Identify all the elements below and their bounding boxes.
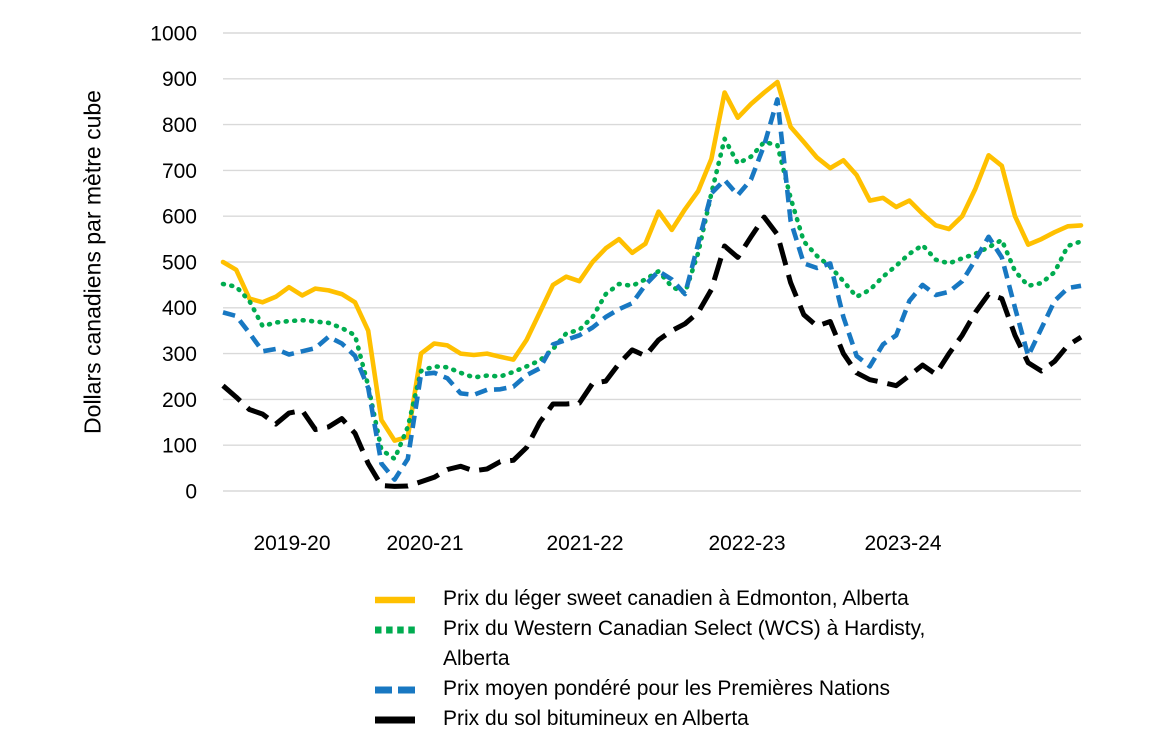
y-tick-label: 400 bbox=[162, 297, 197, 320]
x-tick-label: 2019-20 bbox=[253, 532, 330, 555]
x-tick-label: 2020-21 bbox=[386, 532, 463, 555]
y-tick-label: 0 bbox=[185, 480, 197, 503]
y-tick-label: 100 bbox=[162, 435, 197, 458]
x-tick-label: 2021-22 bbox=[546, 532, 623, 555]
legend-item: Prix du léger sweet canadien à Edmonton,… bbox=[375, 584, 973, 614]
y-axis-title: Dollars canadiens par mètre cube bbox=[79, 90, 106, 434]
series-line-2 bbox=[222, 97, 1082, 482]
legend-label: Prix du léger sweet canadien à Edmonton,… bbox=[443, 587, 909, 610]
legend-item: Prix du Western Canadian Select (WCS) à … bbox=[375, 614, 973, 674]
y-tick-label: 200 bbox=[162, 389, 197, 412]
chart-legend: Prix du léger sweet canadien à Edmonton,… bbox=[375, 584, 973, 734]
legend-item: Prix du sol bitumineux en Alberta bbox=[375, 704, 973, 734]
legend-swatch-long-dash bbox=[375, 716, 415, 724]
y-tick-label: 600 bbox=[162, 206, 197, 229]
series-line-0 bbox=[220, 79, 1084, 443]
series-line-3 bbox=[221, 214, 1083, 489]
legend-label: Prix du Western Canadian Select (WCS) à … bbox=[443, 617, 926, 670]
y-tick-label: 700 bbox=[162, 160, 197, 183]
y-tick-label: 800 bbox=[162, 114, 197, 137]
y-tick-label: 300 bbox=[162, 343, 197, 366]
x-tick-label: 2022-23 bbox=[708, 532, 785, 555]
legend-swatch-dotted bbox=[375, 626, 415, 634]
x-tick-label: 2023-24 bbox=[864, 532, 941, 555]
legend-item: Prix moyen pondéré pour les Premières Na… bbox=[375, 674, 973, 704]
y-tick-label: 500 bbox=[162, 251, 197, 274]
legend-swatch-dashed bbox=[375, 686, 415, 694]
y-tick-label: 900 bbox=[162, 68, 197, 91]
y-tick-label: 1000 bbox=[150, 22, 197, 45]
legend-label: Prix du sol bitumineux en Alberta bbox=[443, 707, 749, 730]
legend-label: Prix moyen pondéré pour les Premières Na… bbox=[443, 677, 891, 700]
legend-swatch-solid bbox=[375, 596, 415, 604]
